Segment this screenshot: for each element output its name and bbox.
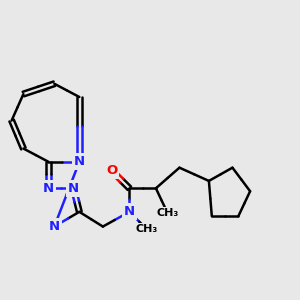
- Text: CH₃: CH₃: [157, 208, 179, 218]
- Text: N: N: [68, 182, 79, 195]
- Text: CH₃: CH₃: [136, 224, 158, 235]
- Text: N: N: [124, 205, 135, 218]
- Text: O: O: [106, 164, 117, 177]
- Text: N: N: [43, 182, 54, 195]
- Text: N: N: [74, 155, 85, 168]
- Text: N: N: [49, 220, 60, 233]
